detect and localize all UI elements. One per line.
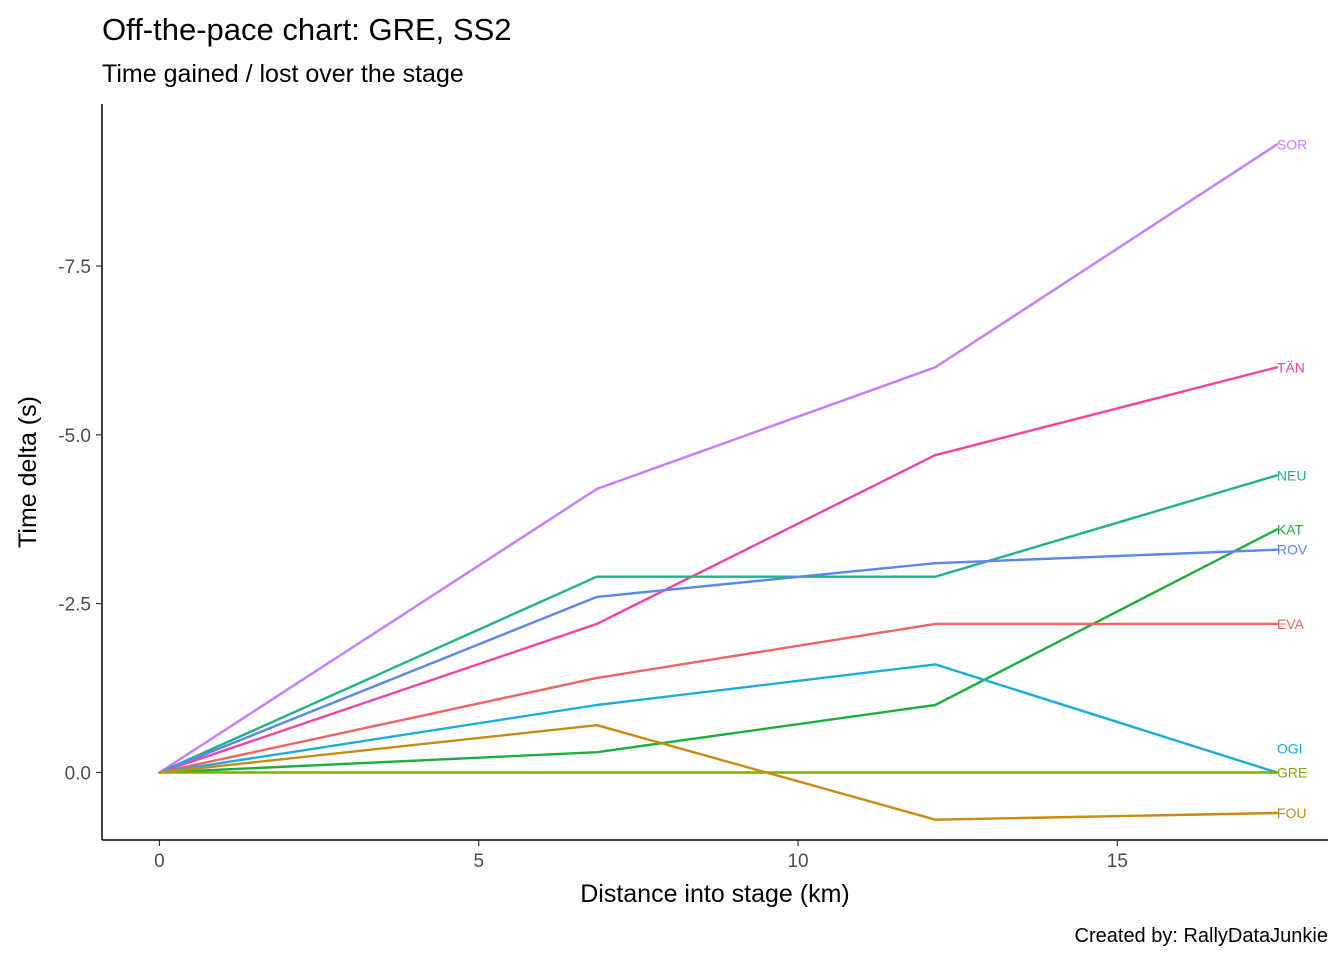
series-end-label: OGI: [1277, 740, 1303, 756]
series-end-label: NEU: [1277, 467, 1307, 483]
series-end-label: EVA: [1277, 616, 1305, 632]
y-tick-label: -7.5: [58, 257, 91, 278]
series-end-label: GRE: [1277, 764, 1307, 780]
series-line-kat: [158, 528, 1279, 774]
y-axis-title: Time delta (s): [14, 396, 42, 548]
y-tick-label: -2.5: [58, 595, 91, 616]
y-axis-ticks: -7.5 -5.0 -2.5 0.0: [58, 257, 102, 784]
series-line-rov: [158, 548, 1279, 774]
chart-subtitle: Time gained / lost over the stage: [102, 60, 464, 88]
series-line-tän: [158, 366, 1279, 774]
x-axis-title: Distance into stage (km): [580, 880, 850, 908]
x-tick-label: 5: [473, 851, 484, 872]
series-end-labels: SOR TÄN NEU KAT ROV EVA OGI GRE FOU: [1277, 137, 1308, 821]
x-axis-ticks: 0 5 10 15: [154, 840, 1128, 872]
series-lines: [158, 143, 1279, 821]
series-line-eva: [158, 622, 1279, 774]
series-end-label: ROV: [1277, 542, 1308, 558]
x-tick-label: 0: [154, 851, 165, 872]
series-line-sor: [158, 143, 1279, 774]
series-end-label: KAT: [1277, 521, 1304, 537]
x-tick-label: 15: [1107, 851, 1128, 872]
chart-caption: Created by: RallyDataJunkie: [1075, 925, 1328, 947]
chart-title: Off-the-pace chart: GRE, SS2: [102, 12, 512, 47]
plot-area: SOR TÄN NEU KAT ROV EVA OGI GRE FOU: [158, 137, 1308, 821]
series-line-neu: [158, 474, 1279, 774]
series-end-label: SOR: [1277, 137, 1307, 153]
series-end-label: FOU: [1277, 805, 1307, 821]
y-tick-label: 0.0: [65, 763, 91, 784]
x-tick-label: 10: [787, 851, 808, 872]
series-line-fou: [158, 724, 1279, 821]
series-end-label: TÄN: [1277, 359, 1305, 375]
series-line-ogi: [158, 663, 1279, 774]
y-tick-label: -5.0: [58, 426, 91, 447]
